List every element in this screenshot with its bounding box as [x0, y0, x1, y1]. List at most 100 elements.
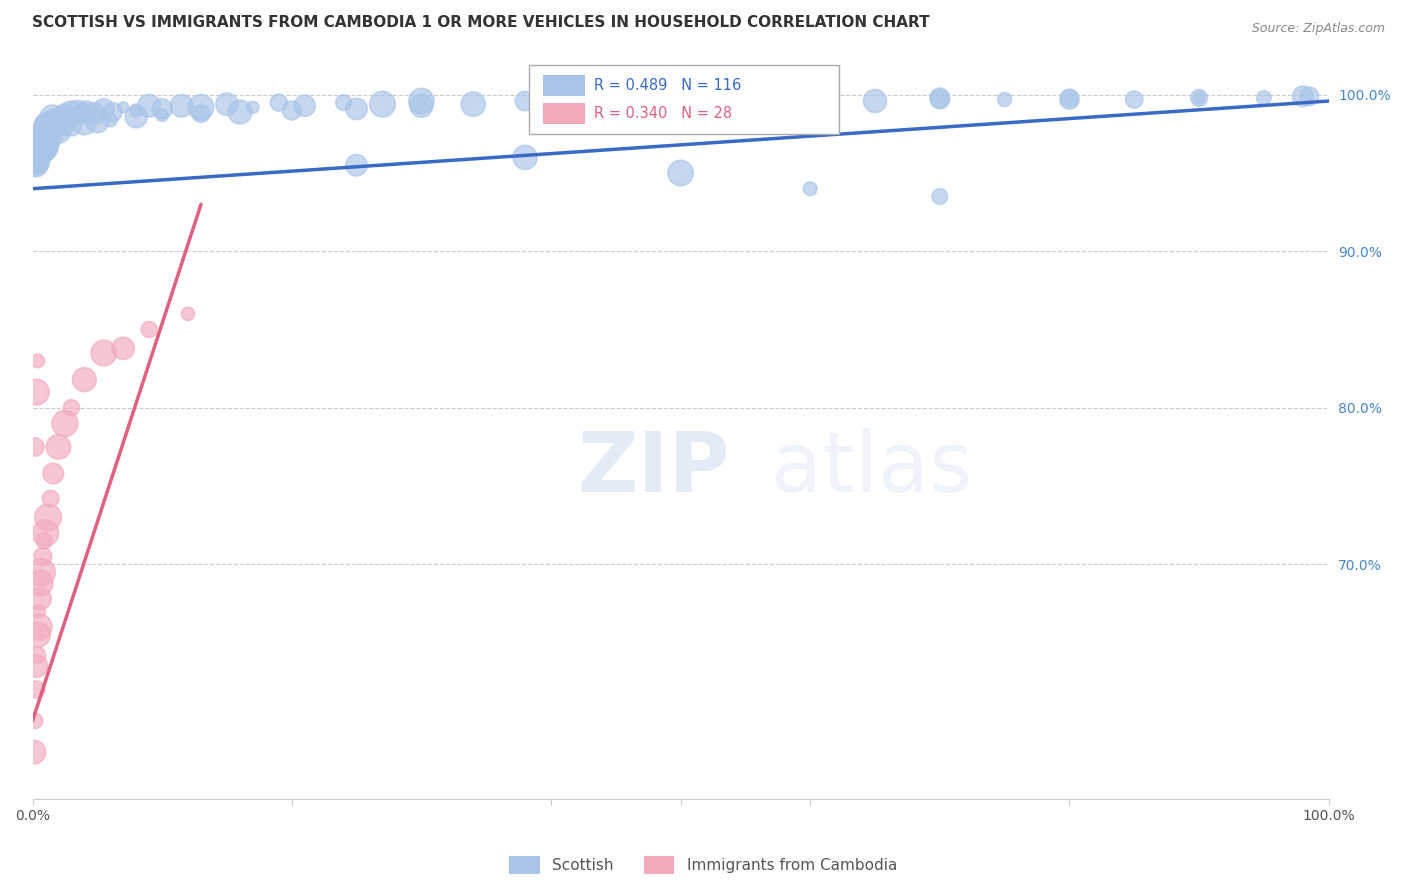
Point: [28, 620, 51, 634]
Point: [31, 565, 53, 579]
Point: [38, 125, 60, 139]
Point: [31, 125, 53, 139]
Point: [229, 105, 252, 120]
Point: [1188, 91, 1211, 105]
FancyBboxPatch shape: [543, 103, 585, 125]
Point: [73, 116, 96, 130]
Point: [35, 131, 58, 145]
Point: [30, 576, 52, 591]
Point: [38, 116, 60, 130]
Point: [138, 99, 160, 113]
Point: [125, 110, 148, 124]
Point: [31, 147, 53, 161]
Point: [32, 137, 55, 152]
Point: [93, 346, 115, 360]
Point: [24, 714, 46, 728]
Point: [24, 153, 46, 168]
Point: [371, 97, 394, 112]
Point: [34, 116, 56, 130]
Point: [37, 510, 59, 524]
Point: [51, 112, 73, 126]
Point: [721, 94, 744, 108]
Point: [31, 131, 53, 145]
Point: [32, 119, 55, 133]
Point: [27, 155, 49, 169]
Point: [63, 108, 86, 122]
Point: [928, 93, 950, 107]
Point: [101, 105, 124, 120]
Point: [35, 139, 58, 153]
Point: [48, 112, 70, 126]
Point: [346, 158, 368, 172]
Point: [27, 145, 49, 160]
Point: [25, 149, 48, 163]
Point: [25, 385, 48, 400]
Point: [31, 144, 53, 158]
Point: [928, 189, 950, 203]
Point: [24, 440, 46, 454]
Point: [30, 147, 52, 161]
Point: [86, 114, 108, 128]
Point: [863, 94, 886, 108]
FancyBboxPatch shape: [529, 65, 839, 134]
Point: [70, 106, 93, 120]
Point: [41, 119, 63, 133]
Point: [32, 533, 55, 548]
Point: [48, 124, 70, 138]
Point: [579, 95, 602, 110]
Point: [42, 127, 65, 141]
Point: [150, 108, 173, 122]
Point: [42, 116, 65, 130]
Text: ZIP: ZIP: [576, 428, 730, 509]
Point: [34, 526, 56, 541]
Point: [242, 100, 264, 114]
Point: [48, 112, 70, 127]
Point: [27, 135, 49, 149]
Point: [27, 628, 49, 642]
Point: [125, 103, 148, 118]
Point: [267, 95, 290, 110]
Point: [170, 99, 193, 113]
Point: [1059, 91, 1081, 105]
Point: [1298, 89, 1320, 103]
Point: [24, 144, 46, 158]
Point: [27, 354, 49, 368]
Point: [34, 125, 56, 139]
Point: [46, 114, 69, 128]
Text: Source: ZipAtlas.com: Source: ZipAtlas.com: [1251, 22, 1385, 36]
Point: [53, 108, 76, 122]
Point: [31, 135, 53, 149]
Point: [540, 97, 562, 112]
Point: [190, 106, 212, 120]
Point: [35, 122, 58, 136]
Point: [928, 91, 950, 105]
Point: [34, 135, 56, 149]
Text: atlas: atlas: [772, 428, 973, 509]
Point: [48, 440, 70, 454]
Point: [190, 100, 212, 114]
Point: [44, 112, 66, 127]
Point: [669, 166, 692, 180]
Point: [27, 648, 49, 662]
Point: [37, 119, 59, 133]
Point: [28, 604, 51, 618]
Point: [30, 591, 52, 606]
Text: SCOTTISH VS IMMIGRANTS FROM CAMBODIA 1 OR MORE VEHICLES IN HOUSEHOLD CORRELATION: SCOTTISH VS IMMIGRANTS FROM CAMBODIA 1 O…: [32, 15, 931, 30]
Point: [93, 102, 115, 116]
Point: [112, 100, 135, 114]
Point: [39, 112, 62, 127]
Point: [42, 467, 65, 481]
Point: [39, 122, 62, 136]
Point: [31, 549, 53, 564]
Point: [53, 417, 76, 431]
Text: R = 0.340   N = 28: R = 0.340 N = 28: [593, 106, 733, 121]
Point: [25, 137, 48, 152]
Point: [411, 94, 433, 108]
Point: [346, 102, 368, 116]
Point: [1123, 93, 1146, 107]
Point: [53, 120, 76, 135]
Point: [25, 682, 48, 697]
Point: [294, 99, 316, 113]
Point: [22, 745, 45, 759]
Point: [138, 322, 160, 336]
